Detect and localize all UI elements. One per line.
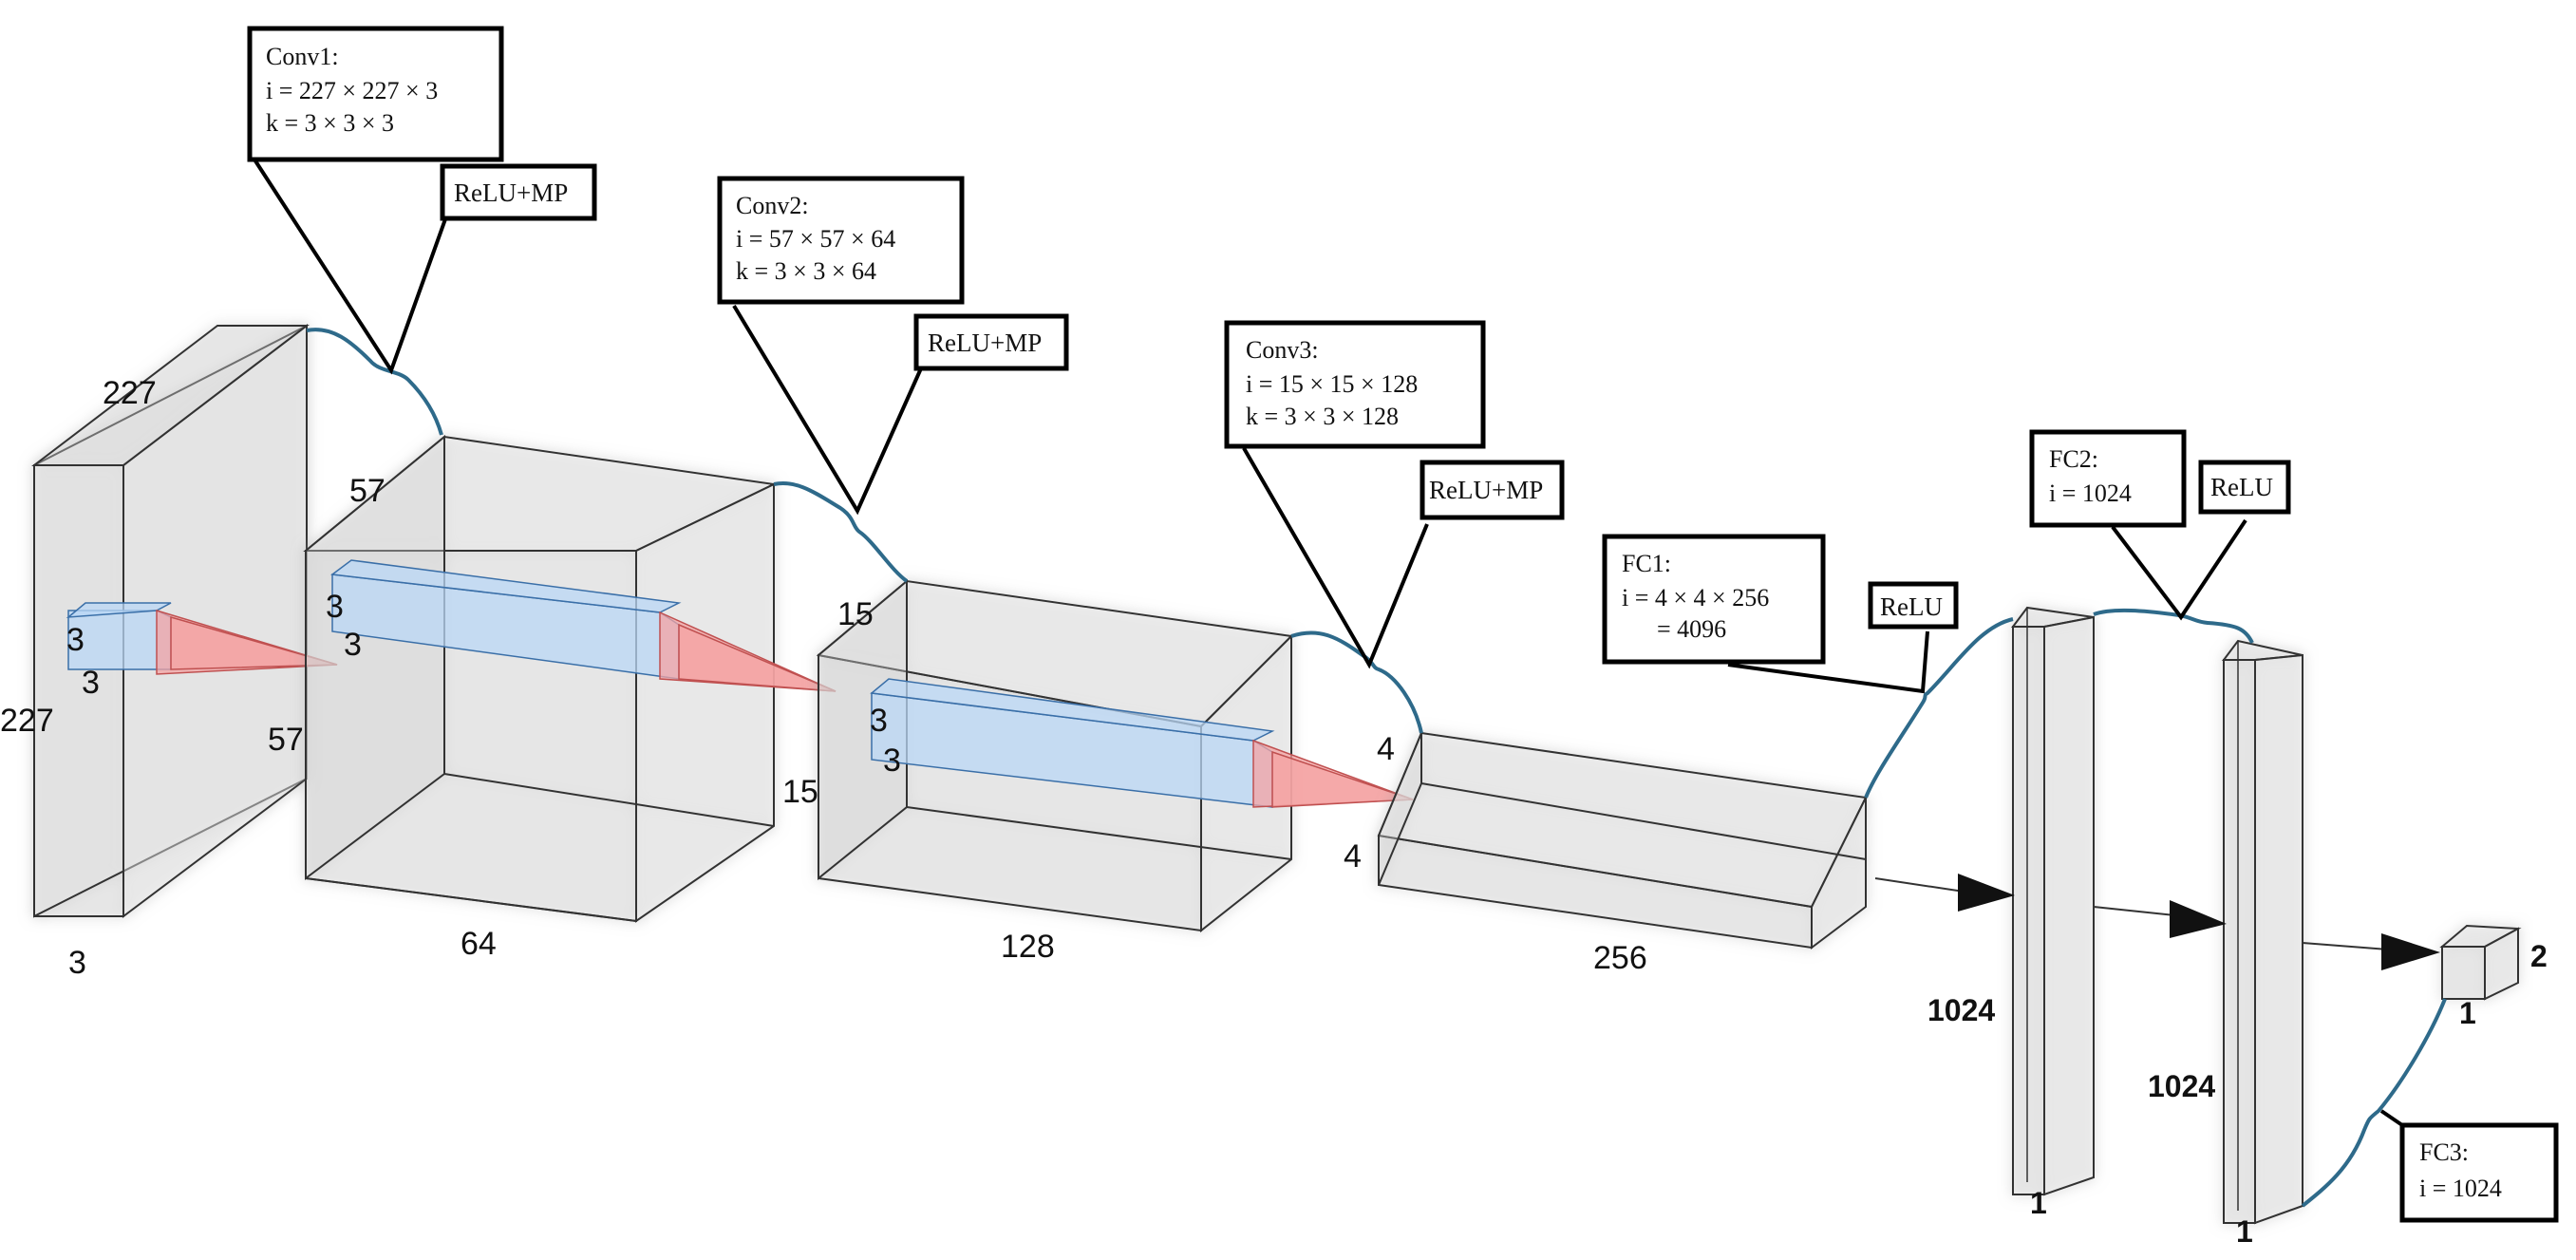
input-height-label: 227 (0, 703, 54, 739)
conv1-kernel-size-b: 3 (82, 665, 100, 701)
conv1-info-box: Conv1: i = 227 × 227 × 3 k = 3 × 3 × 3 (247, 26, 504, 162)
fc2-activation-box: ReLU (2198, 460, 2291, 515)
conv3-activation-box: ReLU+MP (1420, 460, 1565, 520)
conv2-input-dims: i = 57 × 57 × 64 (736, 225, 895, 253)
conv1-kernel (66, 602, 338, 675)
fc1-out-width-label: 1 (2030, 1186, 2047, 1220)
conv1-output-volume (303, 434, 778, 923)
fc2-out-length-label: 1024 (2148, 1069, 2215, 1103)
fc2-info-box: FC2: i = 1024 (2029, 429, 2187, 528)
output-size-label: 2 (2530, 939, 2548, 973)
conv2-activation-label: ReLU+MP (928, 329, 1042, 357)
conv1-out-height-label: 57 (268, 722, 304, 758)
conv3-kernel (870, 678, 1414, 808)
output-width-label: 1 (2459, 996, 2476, 1030)
input-volume (31, 323, 310, 919)
fc1-output-column (2011, 606, 2095, 1196)
conv1-out-depth-label: 64 (461, 926, 497, 962)
conv2-kernel-dims: k = 3 × 3 × 64 (736, 257, 876, 285)
conv3-kernel-dims: k = 3 × 3 × 128 (1246, 403, 1399, 430)
conv1-out-width-label: 57 (349, 473, 385, 509)
fc1-out-length-label: 1024 (1927, 993, 1995, 1027)
input-width-label: 227 (103, 375, 157, 411)
input-depth-label: 3 (68, 945, 86, 981)
fc2-input-dims: i = 1024 (2049, 480, 2132, 507)
fc2-title: FC2: (2049, 445, 2098, 473)
fc3-title: FC3: (2419, 1138, 2469, 1166)
fc1-activation-label: ReLU (1880, 592, 1943, 621)
conv2-kernel-size-a: 3 (326, 589, 344, 625)
fc1-activation-box: ReLU (1868, 581, 1959, 630)
fc-arrows (1874, 874, 2440, 970)
arrow-to-fc2 (2170, 900, 2227, 938)
conv2-out-height-label: 15 (782, 774, 818, 810)
fc2-output-column (2222, 639, 2303, 1225)
conv2-info-box: Conv2: i = 57 × 57 × 64 k = 3 × 3 × 64 (717, 176, 965, 305)
fc3-info-box: FC3: i = 1024 (2399, 1122, 2559, 1223)
conv3-output-volume (1377, 731, 1868, 950)
conv3-activation-label: ReLU+MP (1429, 476, 1543, 504)
fc3-input-dims: i = 1024 (2419, 1175, 2502, 1202)
conv3-out-height-label: 4 (1344, 838, 1362, 874)
conv1-kernel-size-a: 3 (66, 622, 85, 658)
conv2-activation-box: ReLU+MP (913, 313, 1069, 371)
conv3-kernel-size-b: 3 (883, 743, 901, 779)
conv3-kernel-size-a: 3 (870, 703, 888, 739)
arrow-to-output (2381, 933, 2440, 970)
fc1-input-total: = 4096 (1657, 615, 1726, 643)
callout-leaders (253, 158, 2404, 1127)
arrow-to-fc1 (1958, 874, 2015, 912)
conv1-activation-box: ReLU+MP (440, 163, 597, 221)
fc1-title: FC1: (1622, 550, 1671, 577)
conv3-out-depth-label: 256 (1593, 940, 1647, 976)
output-cube (2439, 924, 2522, 1001)
conv3-info-box: Conv3: i = 15 × 15 × 128 k = 3 × 3 × 128 (1224, 320, 1486, 449)
conv2-kernel (330, 559, 837, 692)
conv3-title: Conv3: (1246, 336, 1319, 364)
conv2-out-depth-label: 128 (1001, 929, 1055, 965)
conv1-activation-label: ReLU+MP (454, 179, 568, 207)
layer-connectors (306, 328, 2447, 1208)
fc1-input-dims: i = 4 × 4 × 256 (1622, 584, 1769, 611)
conv2-kernel-size-b: 3 (344, 627, 362, 663)
conv2-title: Conv2: (736, 192, 809, 219)
fc2-out-width-label: 1 (2236, 1214, 2253, 1249)
fc1-info-box: FC1: i = 4 × 4 × 256 = 4096 (1602, 534, 1826, 665)
conv1-input-dims: i = 227 × 227 × 3 (266, 77, 438, 104)
conv3-input-dims: i = 15 × 15 × 128 (1246, 370, 1418, 398)
conv1-title: Conv1: (266, 43, 339, 70)
conv2-out-width-label: 15 (837, 596, 874, 632)
fc2-activation-label: ReLU (2210, 473, 2273, 501)
conv1-kernel-dims: k = 3 × 3 × 3 (266, 109, 394, 137)
conv3-out-width-label: 4 (1377, 731, 1395, 767)
